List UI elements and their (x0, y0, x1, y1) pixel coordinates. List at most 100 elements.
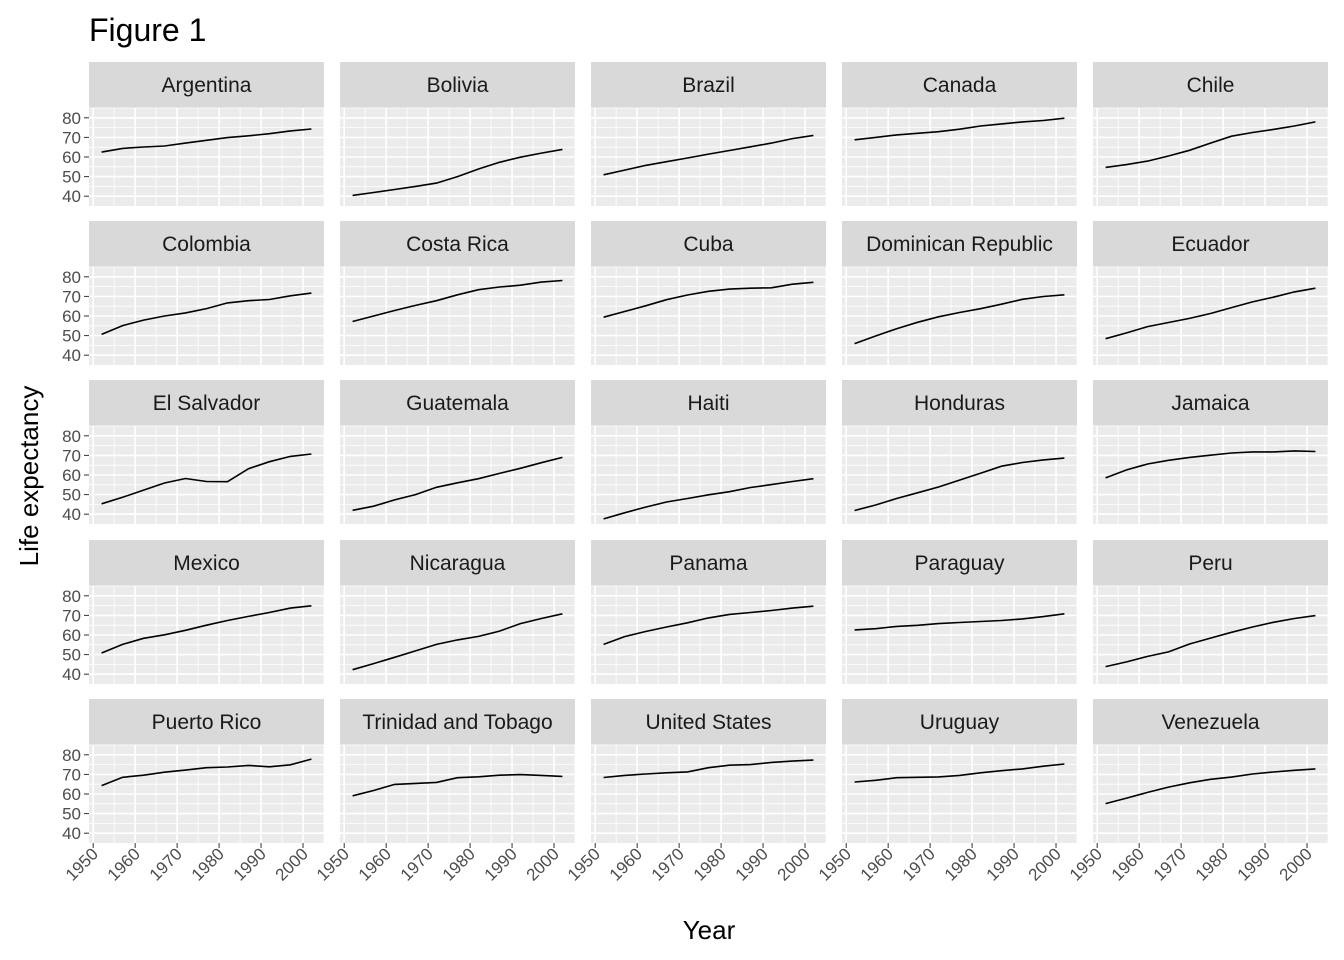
y-tick-label: 80 (62, 587, 81, 606)
facet-label: Bolivia (427, 74, 489, 97)
series-line (1105, 450, 1316, 479)
series-line (854, 294, 1065, 345)
series-line (1105, 614, 1316, 668)
facet-strip (591, 699, 826, 745)
facet-strip (340, 540, 575, 586)
x-tick-label: 1960 (104, 844, 144, 884)
series-line (854, 613, 1065, 631)
series-line (603, 477, 814, 520)
series-line (603, 134, 814, 176)
facet-strip (89, 380, 324, 426)
x-tick-label: 1990 (732, 844, 772, 884)
facet-strip (340, 380, 575, 426)
facet-label: Guatemala (406, 392, 509, 415)
facet-label: Chile (1187, 74, 1235, 97)
facet-strip (842, 540, 1077, 586)
y-tick-label: 60 (62, 148, 81, 167)
facet-panel: Canada (842, 62, 1078, 206)
y-tick-label: 50 (62, 327, 81, 346)
x-tick-label: 1990 (1234, 844, 1274, 884)
y-tick-label: 60 (62, 307, 81, 326)
facet-strip (591, 540, 826, 586)
facet-panel: Paraguay (842, 540, 1078, 684)
facet-panel: Costa Rica (340, 221, 576, 365)
facet-strip (340, 62, 575, 108)
facet-label: Paraguay (915, 552, 1005, 575)
x-axis-title: Year (683, 915, 736, 945)
facet-strip (1093, 380, 1328, 426)
x-tick-label: 1970 (146, 844, 186, 884)
facet-panel: Trinidad and Tobago 1950 1960 1970 1980 1990 2… (313, 699, 576, 885)
facet-panel: Ecuador (1093, 221, 1329, 365)
y-tick-label: 50 (62, 646, 81, 665)
x-tick-label: 1980 (941, 844, 981, 884)
facet-strip (340, 699, 575, 745)
x-tick-label: 1950 (62, 844, 102, 884)
facet-panel: Brazil (591, 62, 827, 206)
facet-panel: Cuba (591, 221, 827, 365)
facet-panel: Honduras (842, 380, 1078, 524)
x-tick-label: 2000 (774, 844, 814, 884)
facet-label: Uruguay (920, 711, 1000, 734)
facet-strip (1093, 540, 1328, 586)
y-tick-label: 60 (62, 785, 81, 804)
y-tick-label: 40 (62, 346, 81, 365)
facet-label: Colombia (162, 233, 251, 256)
facet-panel: Venezuela 1950 1960 1970 1980 1990 2000 (1066, 699, 1329, 885)
x-tick-label: 2000 (1025, 844, 1065, 884)
y-tick-label: 80 (62, 268, 81, 287)
x-tick-label: 1980 (188, 844, 228, 884)
facet-label: Puerto Rico (152, 711, 262, 734)
y-tick-label: 40 (62, 187, 81, 206)
facet-strip (89, 221, 324, 267)
series-line (101, 758, 312, 787)
facet-panel: Guatemala (340, 380, 576, 524)
series-line (101, 453, 312, 505)
y-tick-label: 50 (62, 805, 81, 824)
series-line (101, 605, 312, 654)
series-line (352, 456, 563, 512)
x-tick-label: 1990 (230, 844, 270, 884)
facet-strip (842, 221, 1077, 267)
facet-strip (591, 380, 826, 426)
x-tick-label: 2000 (1276, 844, 1316, 884)
facet-label: Mexico (173, 552, 240, 575)
y-tick-label: 40 (62, 824, 81, 843)
x-tick-label: 1950 (815, 844, 855, 884)
series-line (101, 128, 312, 153)
y-tick-label: 70 (62, 765, 81, 784)
facet-label: Jamaica (1171, 392, 1250, 415)
series-line (1105, 287, 1316, 340)
x-tick-label: 1960 (355, 844, 395, 884)
facet-panel: Haiti (591, 380, 827, 524)
facet-strip (89, 62, 324, 108)
series-line (854, 457, 1065, 512)
facet-label: Dominican Republic (866, 233, 1053, 256)
facet-label: Nicaragua (410, 552, 506, 575)
y-tick-label: 70 (62, 287, 81, 306)
facet-label: Ecuador (1171, 233, 1249, 256)
x-tick-label: 1950 (313, 844, 353, 884)
facet-label: United States (645, 711, 771, 734)
x-tick-label: 1990 (983, 844, 1023, 884)
y-tick-label: 50 (62, 486, 81, 505)
facet-panel: Uruguay 1950 1960 1970 1980 1990 2000 (815, 699, 1078, 885)
x-tick-label: 1960 (857, 844, 897, 884)
series-line (603, 759, 814, 779)
facet-label: Argentina (162, 74, 252, 97)
facet-strip (89, 699, 324, 745)
x-tick-label: 1950 (1066, 844, 1106, 884)
y-tick-label: 60 (62, 626, 81, 645)
series-line (1105, 121, 1316, 169)
facet-strip (591, 62, 826, 108)
y-tick-label: 70 (62, 446, 81, 465)
series-line (352, 148, 563, 197)
facet-panel: Nicaragua (340, 540, 576, 684)
facet-strip (842, 380, 1077, 426)
facet-label: El Salvador (153, 392, 260, 415)
y-tick-label: 80 (62, 109, 81, 128)
